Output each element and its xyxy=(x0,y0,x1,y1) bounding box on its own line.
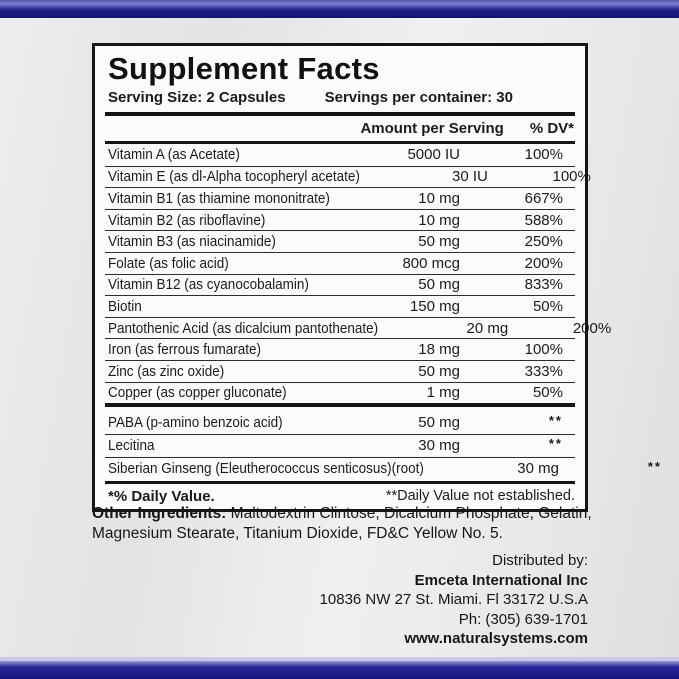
daily-value-note: *% Daily Value. xyxy=(108,487,215,505)
nutrient-name: Siberian Ginseng (Eleutherococcus sentic… xyxy=(108,460,424,478)
table-row: Vitamin B2 (as riboflavine) 10 mg 588% xyxy=(105,208,575,231)
bottom-navy-band xyxy=(0,661,679,679)
nutrient-name: Vitamin B3 (as niacinamide) xyxy=(108,233,276,251)
nutrient-dv: ** xyxy=(548,412,563,428)
nutrient-name: Vitamin B12 (as cyanocobalamin) xyxy=(108,276,309,294)
nutrient-dv: 333% xyxy=(524,362,563,380)
thick-rule xyxy=(105,141,575,144)
distributor-phone: Ph: (305) 639-1701 xyxy=(458,610,588,628)
bottom-lavender-strip xyxy=(0,657,679,661)
nutrient-table-main: Vitamin A (as Acetate) 5000 IU 100% Vita… xyxy=(105,144,611,404)
footnote-row: *% Daily Value. **Daily Value not establ… xyxy=(105,480,575,509)
nutrient-dv: 50% xyxy=(532,384,563,402)
supplement-facts-panel: Supplement Facts Serving Size: 2 Capsule… xyxy=(92,43,660,512)
other-ingredients-label: Other Ingredients: xyxy=(92,505,227,522)
distributor-address: 10836 NW 27 St. Miami. Fl 33172 U.S.A xyxy=(319,591,588,608)
table-row: Vitamin B12 (as cyanocobalamin) 50 mg 83… xyxy=(105,273,575,296)
distributor-block: Distributed by: Emceta International Inc… xyxy=(320,551,588,649)
table-row: Pantothenic Acid (as dicalcium pantothen… xyxy=(105,316,611,339)
nutrient-dv: 100% xyxy=(524,341,563,359)
nutrient-name: PABA (p-amino benzoic acid) xyxy=(108,413,283,431)
table-row: Siberian Ginseng (Eleutherococcus sentic… xyxy=(105,456,660,480)
distributor-website: www.naturalsystems.com xyxy=(404,630,588,647)
nutrient-dv: 200% xyxy=(524,254,563,272)
nutrient-dv: 588% xyxy=(524,211,563,229)
table-row: Vitamin A (as Acetate) 5000 IU 100% xyxy=(105,144,575,166)
nutrient-amount: 800 mcg xyxy=(402,254,460,272)
nutrient-name: Vitamin A (as Acetate) xyxy=(108,146,240,164)
nutrient-name: Copper (as copper gluconate) xyxy=(108,384,287,402)
table-row: Vitamin B1 (as thiamine mononitrate) 10 … xyxy=(105,187,575,209)
nutrient-name: Vitamin B1 (as thiamine mononitrate) xyxy=(108,189,330,207)
serving-info-row: Serving Size: 2 Capsules Servings per co… xyxy=(105,88,575,112)
panel-title: Supplement Facts xyxy=(108,51,380,86)
column-header-dv: % DV* xyxy=(529,120,574,137)
table-row: Lecitina 30 mg ** xyxy=(105,433,575,457)
table-row: Copper (as copper gluconate) 1 mg 50% xyxy=(105,381,575,404)
nutrient-name: Pantothenic Acid (as dicalcium pantothen… xyxy=(108,319,379,337)
nutrient-name: Vitamin B2 (as riboflavine) xyxy=(108,211,266,229)
nutrient-name: Biotin xyxy=(108,297,142,315)
dv-not-established-note: **Daily Value not established. xyxy=(385,488,575,505)
nutrient-dv: ** xyxy=(548,436,563,452)
nutrient-amount: 50 mg xyxy=(418,413,460,431)
nutrient-amount: 18 mg xyxy=(418,341,460,359)
table-row: Biotin 150 mg 50% xyxy=(105,295,575,317)
column-header-amount: Amount per Serving xyxy=(360,120,504,137)
nutrient-amount: 50 mg xyxy=(418,233,460,251)
other-ingredients-text: Maltodextrin Clintose, Dicalcium Phospha… xyxy=(92,505,592,542)
table-row: Zinc (as zinc oxide) 50 mg 333% xyxy=(105,359,575,382)
nutrient-amount: 10 mg xyxy=(418,189,460,207)
nutrient-dv: 250% xyxy=(524,233,563,251)
nutrient-amount: 1 mg xyxy=(426,384,460,402)
nutrient-dv: ** xyxy=(647,459,662,475)
nutrient-dv: 50% xyxy=(532,297,563,315)
nutrient-amount: 150 mg xyxy=(409,297,460,315)
nutrient-dv: 667% xyxy=(524,189,563,207)
nutrient-name: Folate (as folic acid) xyxy=(108,254,229,272)
nutrient-amount: 30 mg xyxy=(517,460,559,478)
nutrient-dv: 200% xyxy=(572,319,612,337)
top-navy-band xyxy=(0,0,679,18)
distributor-heading: Distributed by: xyxy=(492,552,588,569)
nutrient-table-secondary: PABA (p-amino benzoic acid) 50 mg ** Lec… xyxy=(105,407,660,480)
nutrient-amount: 20 mg xyxy=(466,319,509,337)
nutrient-amount: 30 mg xyxy=(418,437,460,455)
nutrient-name: Vitamin E (as dl-Alpha tocopheryl acetat… xyxy=(108,168,360,186)
serving-size: Serving Size: 2 Capsules xyxy=(108,89,286,106)
nutrient-dv: 100% xyxy=(552,168,591,186)
column-header-row: Amount per Serving % DV* xyxy=(105,116,575,141)
nutrient-amount: 50 mg xyxy=(418,276,460,294)
table-row: Folate (as folic acid) 800 mcg 200% xyxy=(105,251,575,274)
table-row: Vitamin E (as dl-Alpha tocopheryl acetat… xyxy=(105,165,591,188)
servings-per-container: Servings per container: 30 xyxy=(324,89,513,106)
table-row: PABA (p-amino benzoic acid) 50 mg ** xyxy=(105,411,575,434)
other-ingredients: Other Ingredients: Maltodextrin Clintose… xyxy=(92,504,596,543)
nutrient-dv: 833% xyxy=(524,276,563,294)
section-divider-rule xyxy=(105,403,575,407)
table-row: Vitamin B3 (as niacinamide) 50 mg 250% xyxy=(105,230,575,252)
thick-rule xyxy=(105,112,575,116)
distributor-name: Emceta International Inc xyxy=(414,571,588,589)
nutrient-amount: 5000 IU xyxy=(407,146,460,164)
nutrient-amount: 10 mg xyxy=(418,211,460,229)
nutrient-amount: 30 IU xyxy=(452,168,488,186)
table-row: Iron (as ferrous fumarate) 18 mg 100% xyxy=(105,338,575,360)
nutrient-name: Iron (as ferrous fumarate) xyxy=(108,341,262,359)
nutrient-name: Lecitina xyxy=(108,437,155,455)
nutrient-name: Zinc (as zinc oxide) xyxy=(108,362,225,380)
nutrient-dv: 100% xyxy=(524,146,563,164)
nutrient-amount: 50 mg xyxy=(418,362,460,380)
